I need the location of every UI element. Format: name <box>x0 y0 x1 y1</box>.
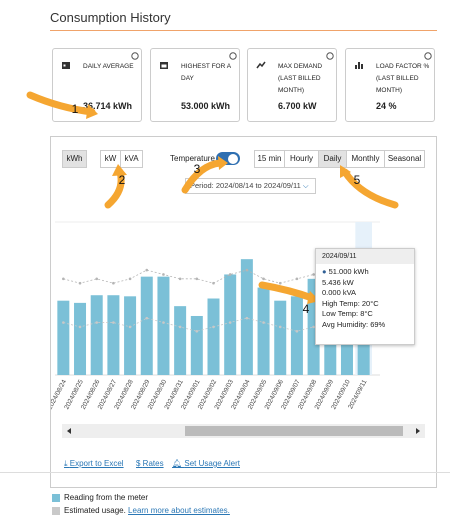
chart-panel <box>50 136 437 488</box>
card: HIGHEST FOR A DAY 53.000 kWh <box>150 48 240 122</box>
tooltip-line: ● 51.000 kWh <box>322 267 369 276</box>
kwh-button[interactable]: kWh <box>62 150 87 168</box>
info-icon[interactable] <box>131 52 139 60</box>
card-value: 6.700 kW <box>278 101 317 111</box>
estimated-text: Estimated usage. <box>64 506 126 515</box>
tooltip-text: Avg Humidity: 69% <box>322 319 386 329</box>
info-icon[interactable] <box>326 52 334 60</box>
export-text: Export to Excel <box>69 459 124 468</box>
page-title: Consumption History <box>50 10 171 25</box>
divider <box>0 472 450 473</box>
alert-text: Set Usage Alert <box>184 459 240 468</box>
period-text: Period: 2024/08/14 to 2024/09/11 <box>190 181 301 190</box>
calendar-icon <box>62 62 70 69</box>
interval-button[interactable]: Monthly <box>346 150 385 168</box>
tooltip-text: 5.436 kW <box>322 277 354 287</box>
card-label: MAX DEMAND (LAST BILLED MONTH) <box>278 63 323 94</box>
period-dropdown[interactable]: Period: 2024/08/14 to 2024/09/11 ⌵ <box>185 178 316 194</box>
scrollbar[interactable] <box>62 424 425 438</box>
rates-text: Rates <box>142 459 164 468</box>
card: LOAD FACTOR % (LAST BILLED MONTH) 24 % <box>345 48 435 122</box>
card-label: LOAD FACTOR % (LAST BILLED MONTH) <box>376 63 430 94</box>
card-value: 53.000 kWh <box>181 101 231 111</box>
info-icon[interactable] <box>229 52 237 60</box>
tooltip-line: Avg Humidity: 69% <box>322 320 408 331</box>
tooltip-text: High Temp: 20°C <box>322 298 379 308</box>
interval-button[interactable]: Hourly <box>284 150 319 168</box>
temperature-toggle[interactable] <box>216 152 240 165</box>
trend-icon <box>256 61 266 69</box>
tooltip-line: 5.436 kW <box>322 278 408 289</box>
card-value: 36.714 kWh <box>83 101 133 111</box>
tooltip-title: 2024/09/11 <box>316 249 414 264</box>
legend-label: Reading from the meter <box>64 493 149 502</box>
tooltip-line: High Temp: 20°C <box>322 299 408 310</box>
card-label: HIGHEST FOR A DAY <box>181 63 231 82</box>
card-label: DAILY AVERAGE <box>83 63 134 70</box>
tooltip-text: 0.000 kVA <box>322 288 357 297</box>
tooltip-text: 51.000 kWh <box>328 267 369 276</box>
temperature-label: Temperature <box>170 154 215 163</box>
calendar-icon <box>160 62 168 69</box>
interval-button[interactable]: 15 min <box>254 150 285 168</box>
kw-button[interactable]: kW <box>100 150 121 168</box>
legend-swatch <box>52 494 60 502</box>
interval-button[interactable]: Daily <box>318 150 347 168</box>
alert-link[interactable]: 🔔︎ Set Usage Alert <box>172 459 240 468</box>
tooltip-line: Low Temp: 8°C <box>322 309 408 320</box>
title-rule <box>50 30 437 31</box>
export-link[interactable]: ⤓ Export to Excel <box>64 459 124 468</box>
card-value: 24 % <box>376 101 397 111</box>
bars-icon <box>355 62 363 69</box>
legend-label: Estimated usage. Learn more about estima… <box>64 506 230 515</box>
learn-more-link[interactable]: Learn more about estimates. <box>128 506 230 515</box>
info-icon[interactable] <box>424 52 432 60</box>
card: DAILY AVERAGE 36.714 kWh <box>52 48 142 122</box>
interval-button[interactable]: Seasonal <box>384 150 425 168</box>
card: MAX DEMAND (LAST BILLED MONTH) 6.700 kW <box>247 48 337 122</box>
kva-button[interactable]: kVA <box>120 150 143 168</box>
tooltip-line: 0.000 kVA <box>322 288 408 299</box>
legend-swatch <box>52 507 60 515</box>
tooltip-text: Low Temp: 8°C <box>322 309 373 318</box>
tooltip: 2024/09/11 ● 51.000 kWh 5.436 kW 0.000 kVA… <box>315 248 415 345</box>
rates-link[interactable]: $ Rates <box>136 459 164 468</box>
